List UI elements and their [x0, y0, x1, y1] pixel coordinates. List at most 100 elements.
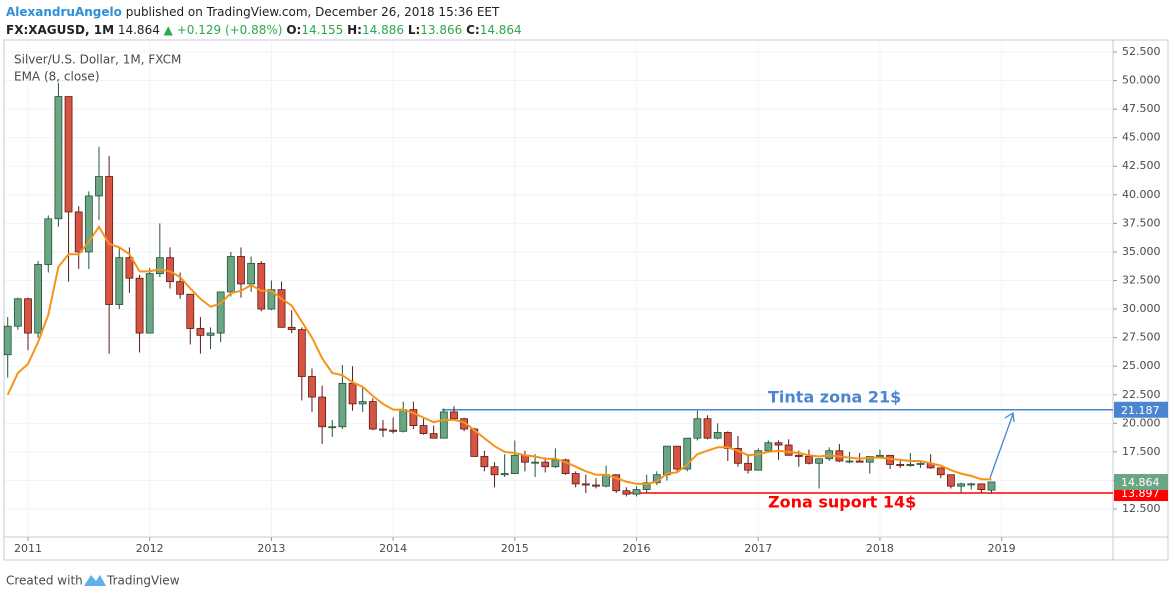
candle-body [967, 483, 976, 486]
candle-body [531, 461, 540, 464]
candle-body [541, 461, 550, 468]
candle-body [206, 332, 215, 336]
y-tick-label: 22.500 [1122, 388, 1161, 401]
candle-body [703, 418, 712, 439]
candle-body [389, 429, 398, 432]
level-price-tag: 13.897 [1121, 487, 1160, 500]
candle-body [115, 257, 124, 305]
candle-body [663, 445, 671, 476]
last-price-tag: 14.864 [1121, 476, 1160, 489]
ohlc-label: C: [466, 23, 480, 37]
candle-body [135, 277, 144, 334]
candle-body [571, 473, 580, 485]
ohlc-value: 14.155 [301, 23, 343, 37]
x-tick-label: 2019 [988, 542, 1016, 555]
candle-body [196, 328, 205, 336]
level-price-tag: 21.187 [1121, 404, 1160, 417]
y-tick-label: 47.500 [1122, 102, 1161, 115]
candle-body [480, 456, 489, 468]
candle-body [64, 96, 73, 213]
candle-body [855, 460, 864, 463]
y-tick-label: 20.000 [1122, 416, 1161, 429]
x-tick-label: 2014 [379, 542, 407, 555]
last-price: 14.864 [118, 23, 160, 37]
ohlc-value: 14.864 [480, 23, 522, 37]
candle-body [784, 444, 793, 456]
candle-body [34, 264, 43, 334]
ohlc-label: L: [408, 23, 420, 37]
candle-body [957, 483, 965, 487]
header-line-1: AlexandruAngelo published on TradingView… [6, 5, 500, 19]
ohlc-value: 14.886 [362, 23, 404, 37]
candle-body [561, 459, 570, 474]
candle-body [977, 483, 986, 490]
candle-body [896, 464, 905, 466]
candle-body [987, 481, 996, 491]
candle-body [328, 426, 337, 429]
candle-body [713, 432, 722, 439]
y-tick-label: 52.500 [1122, 45, 1161, 58]
candle-body [74, 211, 83, 253]
y-tick-label: 32.500 [1122, 274, 1161, 287]
y-tick-label: 35.000 [1122, 245, 1161, 258]
candle-body [287, 326, 296, 331]
candle-body [774, 442, 783, 446]
x-tick-label: 2017 [744, 542, 772, 555]
candle-body [794, 454, 803, 457]
candle-body [186, 293, 195, 329]
arrow-head [1004, 411, 1015, 423]
change: ▲ +0.129 (+0.88%) [164, 23, 283, 37]
y-tick-label: 12.500 [1122, 502, 1161, 515]
candle-body [865, 456, 874, 463]
y-tick-label: 25.000 [1122, 359, 1161, 372]
candle-body [916, 462, 925, 465]
candle-body [693, 418, 702, 439]
candle-body [622, 490, 631, 495]
candle-body [805, 456, 813, 464]
candle-body [936, 467, 945, 476]
x-tick-label: 2015 [501, 542, 529, 555]
candle-body [500, 473, 509, 476]
candle-body [318, 396, 327, 428]
y-tick-label: 50.000 [1122, 74, 1161, 87]
candle-body [642, 482, 651, 490]
candle-body [247, 262, 256, 285]
y-tick-label: 30.000 [1122, 302, 1161, 315]
candle-body [13, 298, 22, 327]
y-tick-label: 40.000 [1122, 188, 1161, 201]
level-annotation: Tinta zona 21$ [768, 387, 901, 406]
x-tick-label: 2013 [257, 542, 285, 555]
footer-brand[interactable]: TradingView [106, 574, 180, 588]
x-tick-label: 2011 [14, 542, 42, 555]
candle-body [3, 325, 12, 356]
candle-body [44, 218, 53, 265]
level-annotation: Zona suport 14$ [768, 493, 916, 512]
candle-body [551, 459, 560, 468]
y-tick-label: 17.500 [1122, 445, 1161, 458]
candle-body [592, 484, 600, 487]
candle-body [845, 460, 854, 463]
candle-body [267, 289, 276, 310]
tv-logo [84, 575, 106, 586]
ohlc-label: O: [286, 23, 301, 37]
candle-body [348, 382, 357, 405]
candle-body [166, 257, 174, 283]
candle-body [744, 462, 752, 471]
candle-body [429, 433, 438, 439]
author[interactable]: AlexandruAngelo [6, 5, 122, 19]
last-price-tag-bg [1114, 473, 1168, 490]
candle-body [358, 401, 367, 405]
candle-body [24, 298, 32, 334]
candle-body [257, 262, 266, 310]
candle-body [450, 411, 458, 420]
candle-body [906, 464, 915, 466]
y-tick-label: 42.500 [1122, 159, 1161, 172]
candle-body [155, 257, 164, 275]
candle-body [176, 281, 185, 295]
candle-body [84, 195, 93, 253]
candle-body [947, 474, 955, 487]
candle-body [734, 448, 742, 464]
symbol: FX:XAGUSD, 1M [6, 23, 114, 37]
ema-line [6, 224, 992, 485]
